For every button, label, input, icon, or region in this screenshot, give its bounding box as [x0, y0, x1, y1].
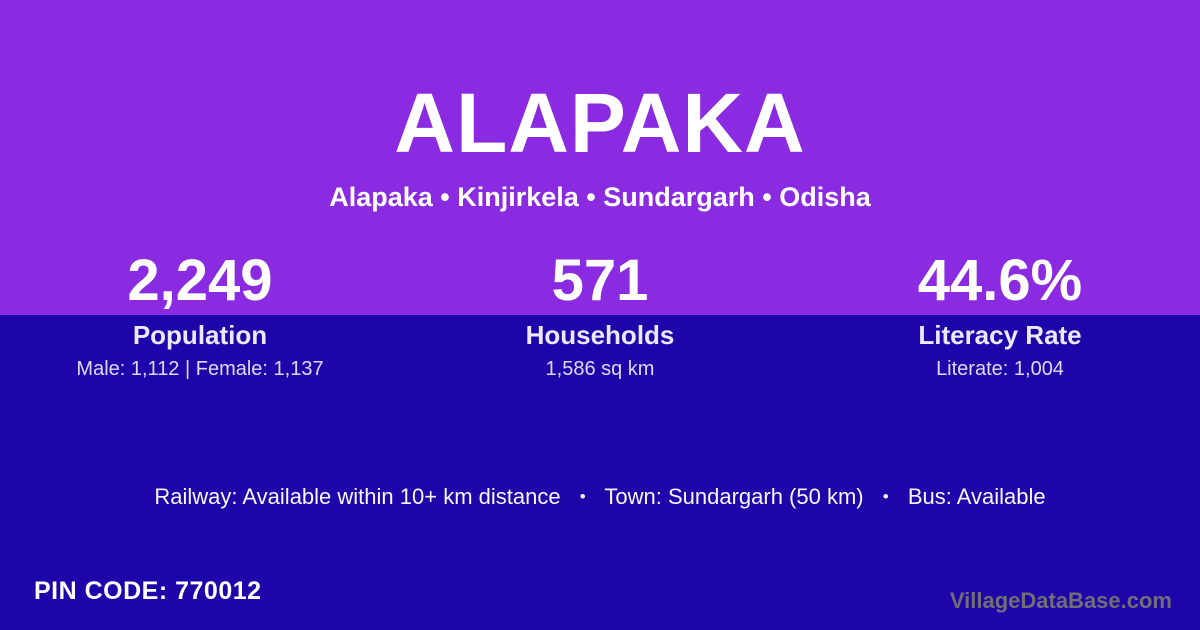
railway-availability: Railway: Available within 10+ km distanc…: [154, 484, 561, 509]
stat-literacy-rate: 44.6% Literacy Rate Literate: 1,004: [800, 252, 1200, 381]
page-title: ALAPAKA: [394, 76, 806, 170]
population-detail: Male: 1,112 | Female: 1,137: [76, 358, 324, 380]
watermark-brand: VillageDataBase.com: [949, 588, 1172, 613]
stat-population: 2,249 Population Male: 1,112 | Female: 1…: [0, 252, 400, 381]
nearest-town: Town: Sundargarh (50 km): [604, 484, 864, 509]
bullet-separator-icon: •: [579, 487, 586, 506]
stat-households: 571 Households 1,586 sq km: [400, 252, 800, 381]
stats-row: 2,249 Population Male: 1,112 | Female: 1…: [0, 252, 1200, 381]
population-label: Population: [132, 320, 268, 350]
households-detail: 1,586 sq km: [545, 358, 655, 380]
population-value: 2,249: [127, 248, 273, 313]
households-label: Households: [525, 320, 675, 350]
literacy-rate-value: 44.6%: [917, 248, 1083, 313]
literacy-rate-detail: Literate: 1,004: [936, 358, 1064, 380]
pin-code: PIN CODE: 770012: [34, 577, 262, 605]
bullet-separator-icon: •: [882, 487, 889, 506]
households-value: 571: [551, 248, 649, 313]
facilities-line: Railway: Available within 10+ km distanc…: [0, 484, 1200, 510]
breadcrumb: Alapaka • Kinjirkela • Sundargarh • Odis…: [329, 182, 871, 212]
bus-availability: Bus: Available: [907, 484, 1046, 509]
literacy-rate-label: Literacy Rate: [918, 320, 1082, 350]
